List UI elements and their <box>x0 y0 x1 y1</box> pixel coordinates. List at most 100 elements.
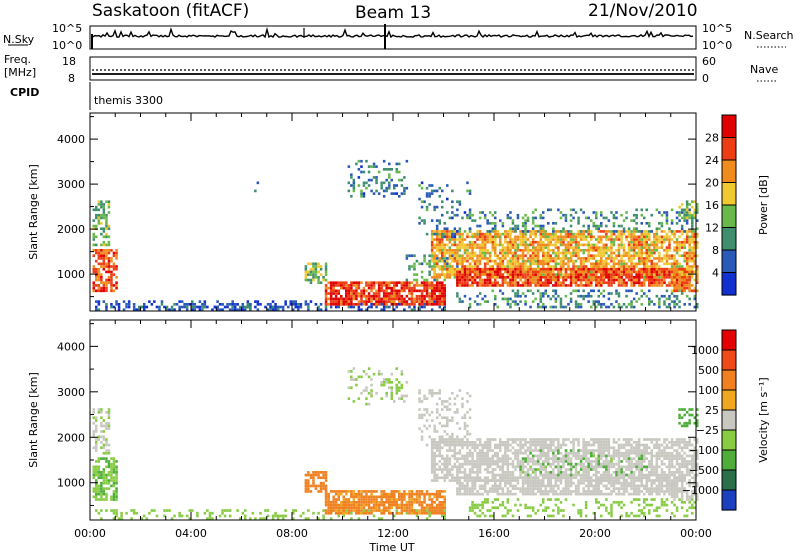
power-cell <box>597 276 601 279</box>
power-cell <box>466 232 469 236</box>
power-cell <box>496 232 500 236</box>
vel-cell <box>463 471 467 474</box>
vel-cell <box>264 509 267 512</box>
power-cell <box>355 294 358 298</box>
vel-cell <box>453 462 457 466</box>
power-cell <box>685 238 689 241</box>
power-cell <box>350 176 353 179</box>
power-cell <box>105 262 108 266</box>
power-cell <box>463 259 467 263</box>
power-cell <box>640 281 644 285</box>
power-cell <box>97 216 101 220</box>
power-cell <box>696 276 699 279</box>
power-cell <box>382 189 386 193</box>
power-cell <box>663 303 666 306</box>
vel-cell <box>319 471 323 474</box>
vel-cell <box>463 454 467 458</box>
vel-cell <box>466 443 469 447</box>
vel-cell <box>435 498 439 501</box>
vel-cell <box>415 501 419 504</box>
power-cell <box>471 270 474 274</box>
power-cell <box>660 230 664 233</box>
power-cell <box>673 257 676 260</box>
vel-cell <box>433 443 436 447</box>
power-cell <box>408 254 411 258</box>
power-cell <box>531 300 535 303</box>
power-cell <box>658 273 661 276</box>
power-cell <box>458 232 462 236</box>
power-cell <box>256 308 260 312</box>
power-cell <box>463 251 467 255</box>
power-cell <box>536 281 540 285</box>
vel-cell <box>547 460 550 463</box>
power-cell <box>610 259 613 263</box>
power-cell <box>430 249 434 252</box>
power-cell <box>678 213 681 217</box>
power-cell <box>569 281 573 285</box>
power-cell <box>423 278 426 282</box>
power-cell <box>317 308 320 312</box>
power-cell <box>637 267 641 271</box>
vel-cell <box>410 509 414 512</box>
power-cell <box>675 230 679 233</box>
power-cell <box>433 270 436 274</box>
power-cell <box>612 262 616 266</box>
power-cell <box>350 294 353 298</box>
power-cell <box>572 267 575 271</box>
power-cell <box>617 284 621 287</box>
power-cell <box>542 270 545 274</box>
power-cell <box>160 300 164 303</box>
power-cell <box>610 265 613 268</box>
power-cell <box>630 305 633 309</box>
vel-cell <box>420 506 424 510</box>
power-cell <box>615 267 618 271</box>
power-cell <box>481 297 484 301</box>
vel-cell <box>92 430 96 433</box>
vel-cell <box>107 479 111 482</box>
power-cell <box>297 305 300 309</box>
power-cell <box>587 246 590 249</box>
vel-cell <box>100 490 103 493</box>
vel-cell <box>307 517 310 520</box>
vel-cell <box>97 411 101 414</box>
vel-cell <box>511 438 515 441</box>
power-cell <box>435 240 439 244</box>
vel-cell <box>102 468 106 471</box>
vel-cell <box>526 468 530 471</box>
power-cell <box>413 305 416 309</box>
vel-cell <box>367 498 371 501</box>
power-cell <box>607 270 611 274</box>
power-cell <box>549 240 553 244</box>
power-cell <box>516 273 520 276</box>
vel-cell <box>97 490 101 493</box>
power-cell <box>516 281 520 285</box>
power-cell <box>456 257 459 260</box>
power-cell <box>458 273 462 276</box>
power-cell <box>584 284 588 287</box>
power-cell <box>509 281 512 285</box>
vel-cell <box>327 506 330 510</box>
power-cell <box>648 254 651 258</box>
vel-cell <box>441 495 444 499</box>
power-cell <box>377 300 381 303</box>
power-cell <box>615 249 618 252</box>
power-cell <box>683 230 686 233</box>
vel-cell <box>453 449 457 452</box>
vel-cell <box>97 498 101 501</box>
power-cell <box>425 303 429 306</box>
power-cell <box>476 273 479 276</box>
vel-cell <box>367 495 371 499</box>
vel-cell <box>382 509 386 512</box>
power-cell <box>324 273 328 276</box>
power-cell <box>605 281 608 285</box>
vel-cell <box>350 511 353 515</box>
power-cell <box>499 249 502 252</box>
power-cell <box>539 276 543 279</box>
power-cell <box>400 297 404 301</box>
power-cell <box>435 227 439 231</box>
vel-cell <box>208 517 212 520</box>
power-cell <box>486 259 489 263</box>
power-cell <box>643 251 646 255</box>
power-cell <box>602 235 606 239</box>
power-cell <box>567 284 570 287</box>
